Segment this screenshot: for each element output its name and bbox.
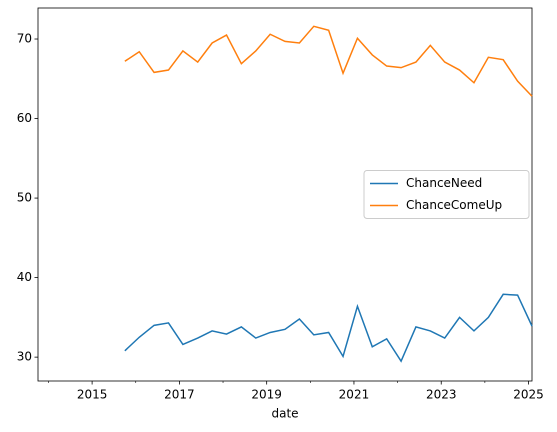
- y-tick-label: 30: [17, 350, 32, 364]
- x-tick-label: 2017: [164, 388, 195, 402]
- y-tick-label: 60: [17, 111, 32, 125]
- line-series: [124, 25, 533, 97]
- x-tick-label: 2019: [251, 388, 282, 402]
- x-tick-label: 2025: [513, 388, 544, 402]
- y-tick-label: 70: [17, 32, 32, 46]
- legend: ChanceNeed ChanceComeUp: [363, 170, 530, 219]
- y-tick-label: 50: [17, 191, 32, 205]
- x-axis-label: date: [271, 407, 298, 421]
- y-tick-label: 40: [17, 270, 32, 284]
- axes-frame: [37, 7, 533, 382]
- x-tick-label: 2021: [339, 388, 370, 402]
- legend-label: ChanceComeUp: [406, 198, 502, 212]
- legend-box: [363, 170, 530, 219]
- line-series: [124, 293, 533, 363]
- x-tick-label: 2015: [77, 388, 108, 402]
- legend-label: ChanceNeed: [406, 176, 482, 190]
- x-tick-label: 2023: [426, 388, 457, 402]
